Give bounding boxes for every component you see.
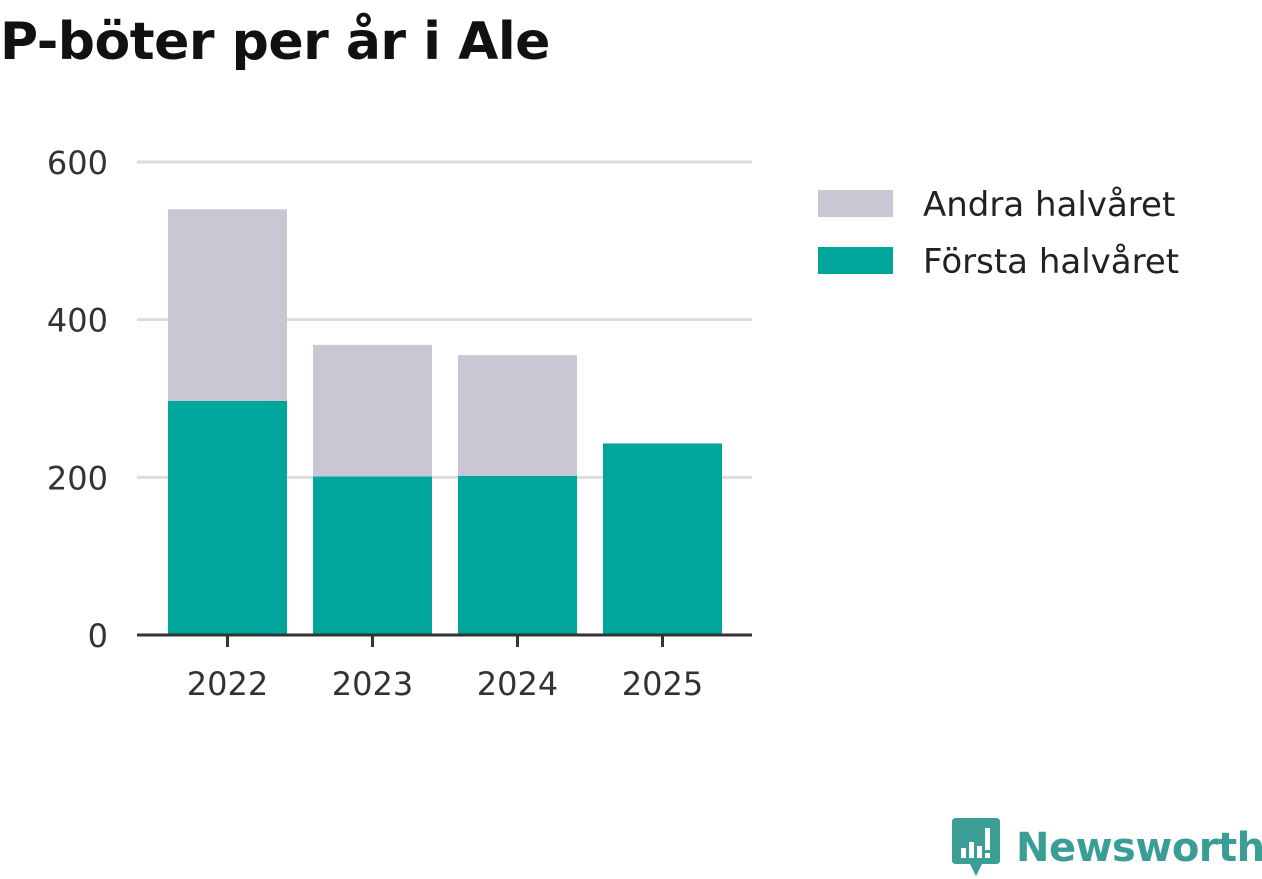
chart-title: P-böter per år i Ale — [0, 12, 550, 72]
y-tick-label-0: 0 — [88, 617, 108, 655]
brand-name: Newsworthy — [1016, 825, 1262, 871]
legend-label-andra-halvaret[interactable]: Andra halvåret — [923, 185, 1175, 225]
stacked-bar-chart: 0 200 400 600 2022 2023 2024 2025 Andra halvåre… — [47, 144, 1179, 703]
bar-2023-forsta-halvaret[interactable] — [313, 476, 432, 635]
bars — [168, 209, 722, 635]
bar-2024-forsta-halvaret[interactable] — [458, 475, 577, 635]
x-tick-label-2023: 2023 — [332, 665, 413, 703]
bar-2023-andra-halvaret[interactable] — [313, 344, 432, 477]
newsworthy-logo-icon — [952, 818, 1000, 876]
y-tick-label-200: 200 — [47, 459, 108, 497]
bar-2025-forsta-halvaret[interactable] — [603, 443, 722, 635]
legend[interactable]: Andra halvåret Första halvåret — [818, 185, 1179, 282]
bar-2022-forsta-halvaret[interactable] — [168, 400, 287, 635]
x-tick-label-2025: 2025 — [622, 665, 703, 703]
legend-swatch-andra-halvaret — [818, 190, 893, 217]
x-tick-label-2022: 2022 — [187, 665, 268, 703]
y-tick-label-600: 600 — [47, 144, 108, 182]
y-tick-label-400: 400 — [47, 302, 108, 340]
axes: 0 200 400 600 2022 2023 2024 2025 — [47, 144, 752, 703]
x-tick-label-2024: 2024 — [477, 665, 558, 703]
newsworthy-brand: Newsworthy — [952, 818, 1262, 878]
legend-swatch-forsta-halvaret — [818, 247, 893, 274]
bar-2022-andra-halvaret[interactable] — [168, 209, 287, 401]
legend-label-forsta-halvaret[interactable]: Första halvåret — [923, 242, 1179, 282]
bar-2024-andra-halvaret[interactable] — [458, 355, 577, 476]
